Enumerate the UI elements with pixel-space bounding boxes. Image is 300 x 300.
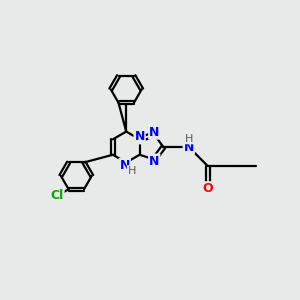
Text: H: H [128,166,136,176]
Text: O: O [202,182,213,195]
Text: Cl: Cl [50,189,64,203]
Text: N: N [149,126,160,139]
Text: N: N [119,159,130,172]
Text: N: N [134,130,145,143]
Text: H: H [185,134,194,144]
Text: N: N [149,154,160,167]
Text: N: N [184,140,194,154]
